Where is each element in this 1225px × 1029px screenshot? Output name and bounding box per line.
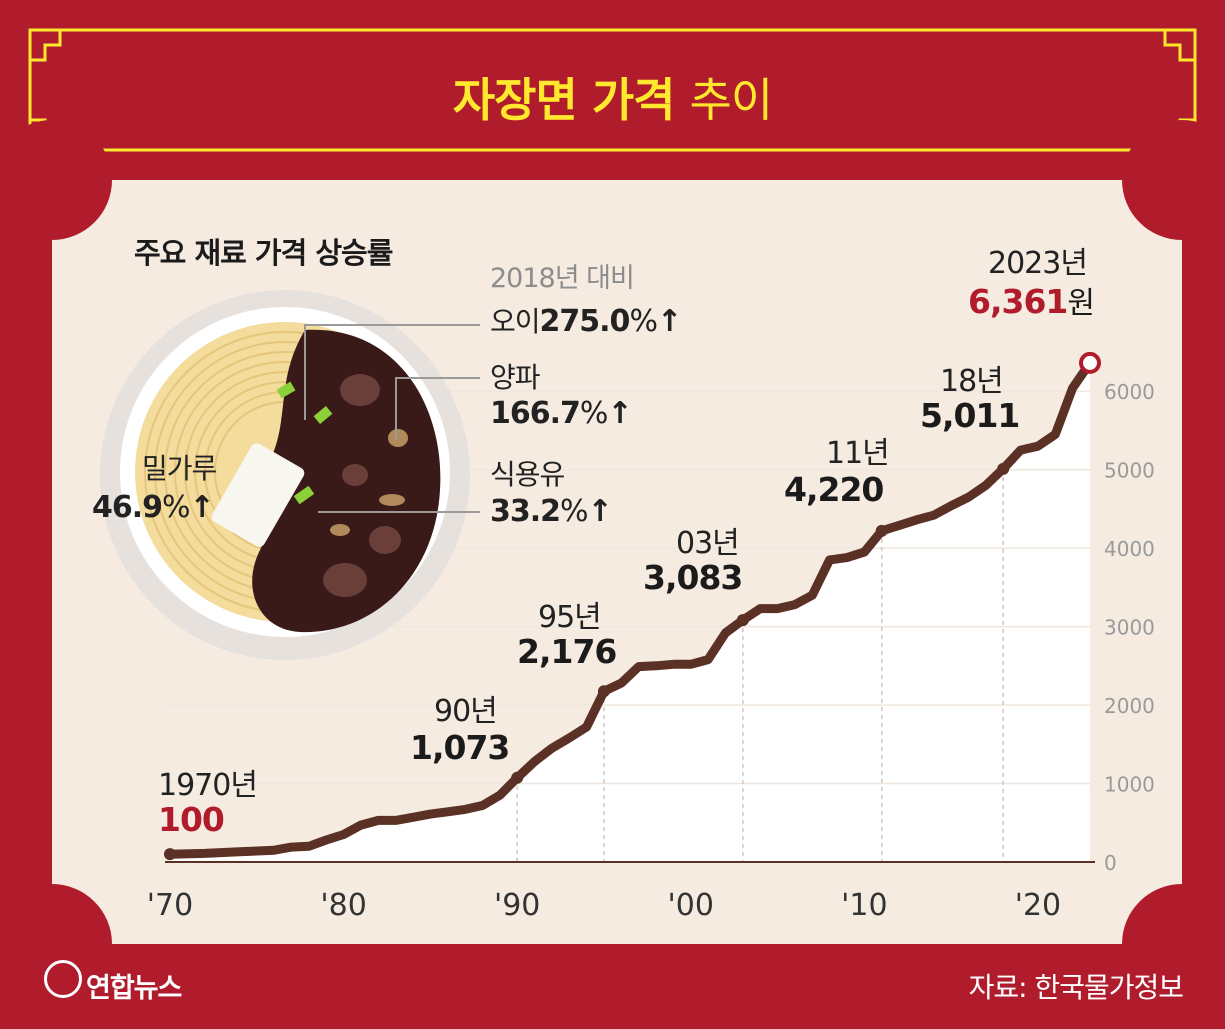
x-tick-label: '20 (1015, 888, 1061, 923)
ingredient-unit: % (162, 490, 190, 525)
price-line (165, 358, 1095, 859)
data-point (997, 462, 1010, 475)
y-tick-label: 4000 (1104, 537, 1155, 561)
x-tick-label: '00 (668, 888, 714, 923)
up-arrow-icon: ↑ (587, 494, 613, 529)
milestone-year: 95년 (538, 600, 602, 635)
page-title: 자장면 가격 추이 (20, 64, 1205, 130)
footer-logo: 연합뉴스 (86, 973, 182, 1004)
up-arrow-icon: ↑ (656, 304, 682, 339)
ingredient-oil: 33.2%↑ (490, 494, 613, 529)
milestone-value: 3,083 (643, 558, 743, 597)
yonhap-logo-icon (44, 960, 82, 998)
y-tick-label: 5000 (1104, 459, 1155, 483)
ingredient-unit: % (560, 494, 588, 529)
milestone-year: 2023년 (988, 246, 1088, 281)
data-point (875, 524, 888, 537)
data-point (164, 848, 176, 861)
y-tick-label: 2000 (1104, 694, 1155, 718)
x-tick-label: '70 (147, 888, 193, 923)
up-arrow-icon: ↑ (607, 396, 632, 431)
milestone-year: 90년 (434, 694, 498, 729)
up-arrow-icon: ↑ (189, 490, 215, 525)
milestone-value: 1,073 (410, 728, 510, 767)
panel-corner (1122, 884, 1225, 1004)
currency-unit: 원 (1067, 286, 1095, 321)
milestone-value: 2,176 (517, 632, 617, 671)
ingredient-onion: 166.7%↑ (490, 396, 633, 431)
ingredient-unit: % (579, 396, 608, 431)
data-point (1079, 351, 1101, 374)
ingredient-name: 식용유 (490, 458, 565, 491)
y-tick-label: 6000 (1104, 380, 1155, 404)
milestone-value: 100 (158, 800, 225, 839)
data-point (597, 685, 610, 698)
milestone-value-latest: 6,361원 (968, 278, 1095, 322)
area-fill (170, 362, 1090, 862)
ingredient-cucumber: 오이275.0%↑ (490, 300, 682, 340)
y-tick-label: 1000 (1104, 773, 1155, 797)
ingredient-value: 166.7 (490, 396, 581, 431)
data-point (511, 771, 524, 784)
milestone-value: 4,220 (784, 470, 884, 509)
x-tick-label: '10 (841, 888, 887, 923)
subtitle: 주요 재료 가격 상승률 (134, 236, 393, 270)
ingredient-name: 밀가루 (142, 452, 217, 485)
x-tick-label: '90 (494, 888, 540, 923)
panel-corner (0, 120, 112, 240)
ingredient-value: 275.0 (539, 304, 631, 339)
data-point (736, 614, 749, 627)
milestone-year: 18년 (940, 364, 1004, 399)
y-tick-label: 0 (1104, 851, 1117, 875)
x-tick-label: '80 (320, 888, 366, 923)
ingredient-name: 오이 (490, 305, 541, 338)
y-tick-label: 3000 (1104, 616, 1155, 640)
ingredient-name: 양파 (490, 361, 541, 394)
panel-corner (1122, 120, 1225, 240)
footer-source: 자료: 한국물가정보 (968, 971, 1184, 1004)
milestone-year: 1970년 (158, 768, 258, 803)
title-thin: 추이 (689, 73, 774, 127)
ingredient-flour: 46.9%↑ (92, 490, 215, 525)
ingredient-value: 33.2 (490, 494, 561, 529)
ingredient-note: 2018년 대비 (490, 263, 635, 294)
milestone-value: 5,011 (920, 396, 1020, 435)
milestone-year: 03년 (676, 526, 740, 561)
ingredient-value: 46.9 (92, 490, 163, 525)
latest-price: 6,361 (968, 282, 1068, 321)
jajangmyeon-bowl-icon (100, 290, 470, 660)
ingredient-unit: % (629, 304, 657, 339)
milestone-year: 11년 (826, 436, 890, 471)
title-bold: 자장면 가격 (452, 73, 676, 127)
